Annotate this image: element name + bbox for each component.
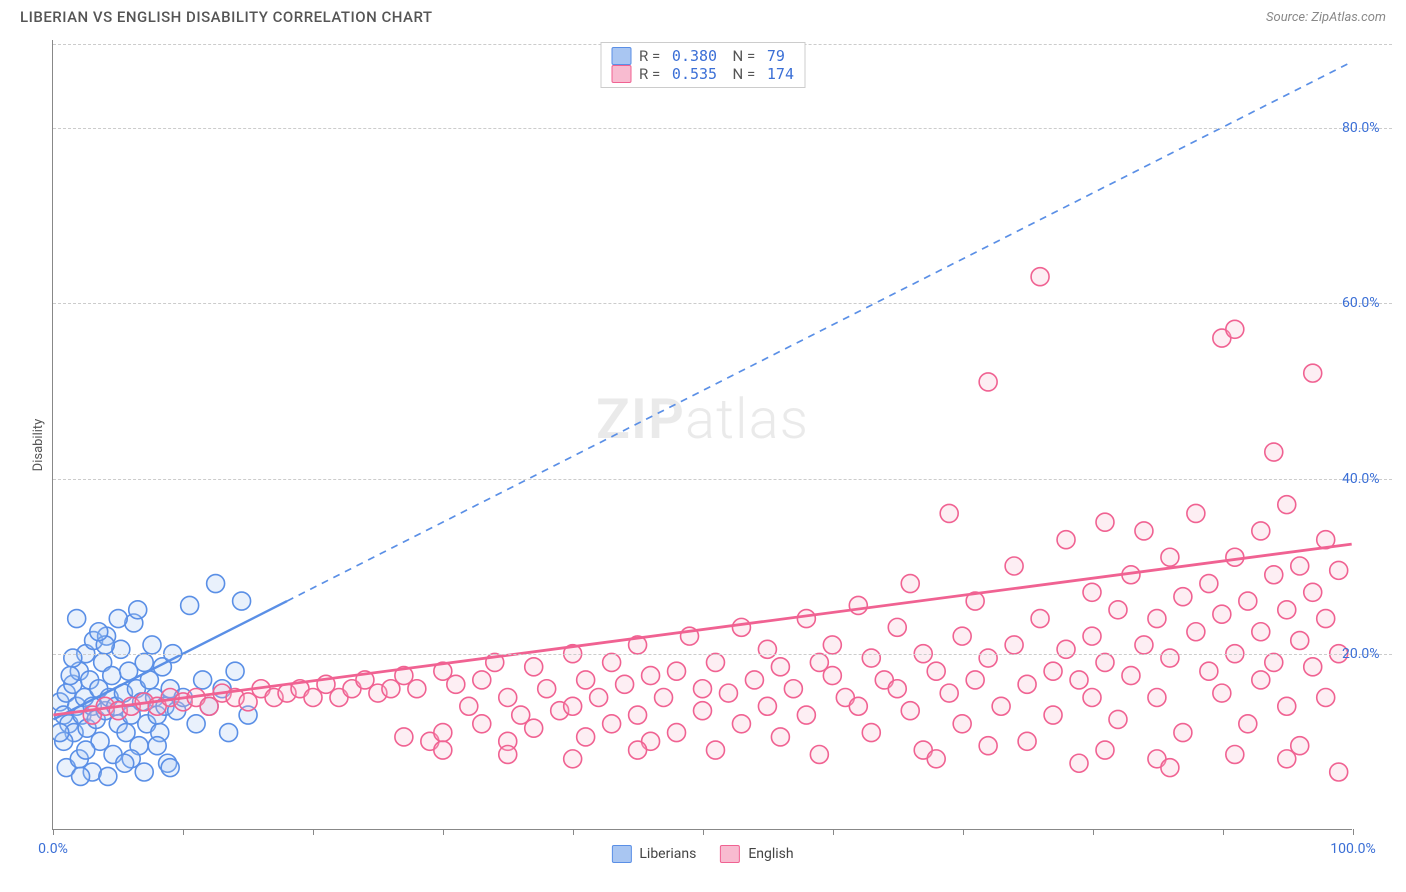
scatter-svg	[53, 40, 1352, 829]
chart-header: LIBERIAN VS ENGLISH DISABILITY CORRELATI…	[0, 0, 1406, 32]
correlation-legend: R = 0.380 N = 79 R = 0.535 N = 174	[600, 42, 805, 88]
legend-item-english: English	[720, 845, 793, 863]
chart-area: Disability ZIPatlas R = 0.380 N = 79 R =…	[14, 40, 1392, 850]
plot-region: ZIPatlas R = 0.380 N = 79 R = 0.535 N = …	[52, 40, 1352, 830]
watermark: ZIPatlas	[596, 386, 809, 452]
legend-row-english: R = 0.535 N = 174	[611, 65, 794, 83]
swatch-english-icon	[720, 845, 740, 863]
source-attribution: Source: ZipAtlas.com	[1266, 10, 1386, 25]
swatch-liberians	[611, 47, 631, 65]
legend-item-liberians: Liberians	[611, 845, 696, 863]
series-legend: Liberians English	[611, 845, 793, 863]
swatch-english	[611, 65, 631, 83]
swatch-liberians-icon	[611, 845, 631, 863]
legend-row-liberians: R = 0.380 N = 79	[611, 47, 794, 65]
chart-title: LIBERIAN VS ENGLISH DISABILITY CORRELATI…	[20, 8, 433, 26]
y-axis-label: Disability	[31, 419, 46, 472]
